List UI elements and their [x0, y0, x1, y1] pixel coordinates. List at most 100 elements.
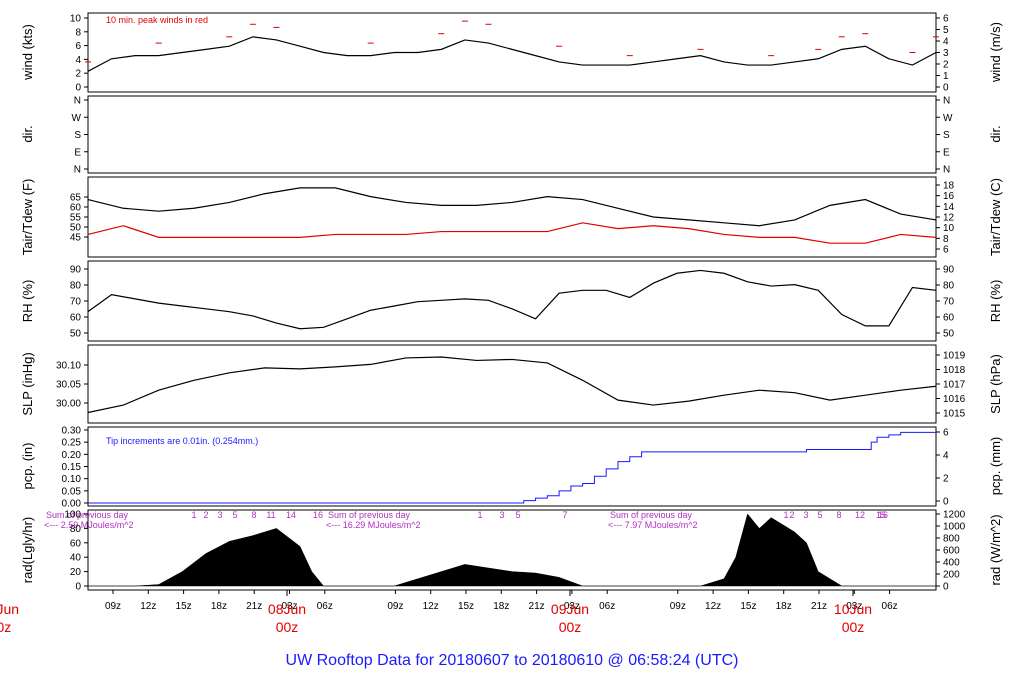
day-label-date: 08Jun	[268, 601, 306, 617]
pcp-tip-note: Tip increments are 0.01in. (0.254mm.)	[106, 436, 258, 446]
dir-ylabel-left: dir.	[20, 125, 35, 142]
slp-ylabel-left: SLP (inHg)	[20, 352, 35, 415]
pcp-right-ticklabel: 4	[943, 451, 949, 462]
wind-right-ticklabel: 3	[943, 48, 949, 59]
temp-left-ticklabel: 60	[70, 203, 82, 214]
rad-sum-1-line1: Sum of previous day	[46, 510, 129, 520]
pcp-left-ticklabel: 0.00	[62, 499, 82, 510]
time-ticklabel: 03z	[281, 601, 297, 612]
rad-left-ticklabel: 0	[75, 582, 81, 593]
rh-right-ticklabel: 60	[943, 313, 955, 324]
rad-right-ticklabel: 1200	[943, 510, 966, 521]
rad-sum-2-line2: <--- 16.29 MJoules/m^2	[326, 520, 421, 530]
time-ticklabel: 18z	[211, 601, 227, 612]
dir-right-ticklabel: E	[943, 147, 950, 158]
rad-left-ticklabel: 40	[70, 553, 82, 564]
rh-right-ticklabel: 50	[943, 329, 955, 340]
rad-hour-mark: 5	[515, 510, 520, 520]
day-label-date: 09Jun	[551, 601, 589, 617]
temp-left-ticklabel: 45	[70, 233, 82, 244]
time-ticklabel: 21z	[811, 601, 827, 612]
rad-right-ticklabel: 1000	[943, 522, 966, 533]
rad-sum-3-line1: Sum of previous day	[610, 510, 693, 520]
temp-ylabel-left: Tair/Tdew (F)	[20, 179, 35, 256]
time-ticklabel: 03z	[564, 601, 580, 612]
pcp-left-ticklabel: 0.20	[62, 450, 82, 461]
rad-hour-mark: 7	[562, 510, 567, 520]
rh-left-ticklabel: 90	[70, 265, 82, 276]
rh-panel-frame	[87, 260, 937, 342]
time-ticklabel: 09z	[670, 601, 686, 612]
rad-daily-sums: Sum of previous day <--- 2.59 MJoules/m^…	[44, 510, 698, 530]
slp-left-ticklabel: 30.00	[56, 399, 81, 410]
slp-series	[87, 356, 937, 414]
day-label-date: 07Jun	[0, 601, 19, 617]
rad-hour-mark: 16	[313, 510, 323, 520]
rad-hour-mark: 8	[251, 510, 256, 520]
rad-hour-mark: 2	[203, 510, 208, 520]
dir-right-ticklabel: S	[943, 130, 950, 141]
rad-hour-mark: 14	[286, 510, 296, 520]
wind-left-ticklabel: 6	[75, 41, 81, 52]
dir-left-ticklabel: S	[74, 130, 81, 141]
axis-ticks: 02468100123456NESWNNESWN4550556065681012…	[56, 14, 966, 593]
wind-ylabel-right: wind (m/s)	[988, 22, 1003, 83]
pcp-right-ticklabel: 2	[943, 474, 949, 485]
time-ticklabel: 18z	[493, 601, 509, 612]
temp-panel-frame	[87, 176, 937, 258]
time-ticklabel: 18z	[776, 601, 792, 612]
dir-left-ticklabel: E	[74, 147, 81, 158]
rad-ylabel-left: rad(Lgly/hr)	[20, 517, 35, 583]
rad-right-ticklabel: 800	[943, 534, 960, 545]
wind-left-ticklabel: 2	[75, 69, 81, 80]
temp-right-ticklabel: 8	[943, 234, 949, 245]
rad-hour-mark: 1	[477, 510, 482, 520]
rad-hour-mark: 5	[232, 510, 237, 520]
rad-sum-3-line2: <--- 7.97 MJoules/m^2	[608, 520, 698, 530]
rad-hour-mark: 8	[836, 510, 841, 520]
slp-right-ticklabel: 1018	[943, 365, 966, 376]
temp-right-ticklabel: 12	[943, 213, 955, 224]
slp-ylabel-right: SLP (hPa)	[988, 354, 1003, 414]
wind-ylabel-left: wind (kts)	[20, 24, 35, 81]
rad-series	[88, 513, 936, 587]
slp-right-ticklabel: 1019	[943, 351, 966, 362]
wind-peak-note: 10 min. peak winds in red	[106, 15, 208, 25]
dir-left-ticklabel: N	[74, 96, 81, 107]
rad-hour-mark: 1	[783, 510, 788, 520]
slp-right-ticklabel: 1017	[943, 380, 966, 391]
temp-right-ticklabel: 18	[943, 181, 955, 192]
time-ticklabel: 15z	[176, 601, 192, 612]
time-ticklabel: 21z	[529, 601, 545, 612]
dir-left-ticklabel: W	[72, 113, 82, 124]
rh-series	[87, 269, 937, 330]
day-label-hour: 00z	[842, 619, 865, 635]
rh-left-ticklabel: 50	[70, 329, 82, 340]
slp-right-ticklabel: 1016	[943, 394, 966, 405]
rad-sum-1-line2: <--- 2.59 MJoules/m^2	[44, 520, 134, 530]
pcp-left-ticklabel: 0.25	[62, 438, 82, 449]
time-ticklabel: 03z	[846, 601, 862, 612]
dir-right-ticklabel: N	[943, 96, 950, 107]
time-ticklabel: 06z	[882, 601, 898, 612]
pcp-left-ticklabel: 0.10	[62, 474, 82, 485]
wind-right-ticklabel: 5	[943, 25, 949, 36]
time-ticklabel: 15z	[740, 601, 756, 612]
rad-hour-mark: 12	[855, 510, 865, 520]
dir-left-ticklabel: N	[74, 165, 81, 176]
day-label-hour: 00z	[0, 619, 11, 635]
time-ticklabel: 12z	[140, 601, 156, 612]
temp-right-ticklabel: 10	[943, 223, 955, 234]
rh-right-ticklabel: 90	[943, 265, 955, 276]
wind-left-ticklabel: 0	[75, 83, 81, 94]
rad-hour-mark: 2	[789, 510, 794, 520]
rad-right-ticklabel: 400	[943, 558, 960, 569]
rad-left-ticklabel: 60	[70, 538, 82, 549]
pcp-right-ticklabel: 0	[943, 497, 949, 508]
slp-left-ticklabel: 30.10	[56, 361, 81, 372]
pcp-right-ticklabel: 6	[943, 428, 949, 439]
rh-left-ticklabel: 60	[70, 313, 82, 324]
rad-right-ticklabel: 0	[943, 582, 949, 593]
time-ticklabel: 06z	[317, 601, 333, 612]
